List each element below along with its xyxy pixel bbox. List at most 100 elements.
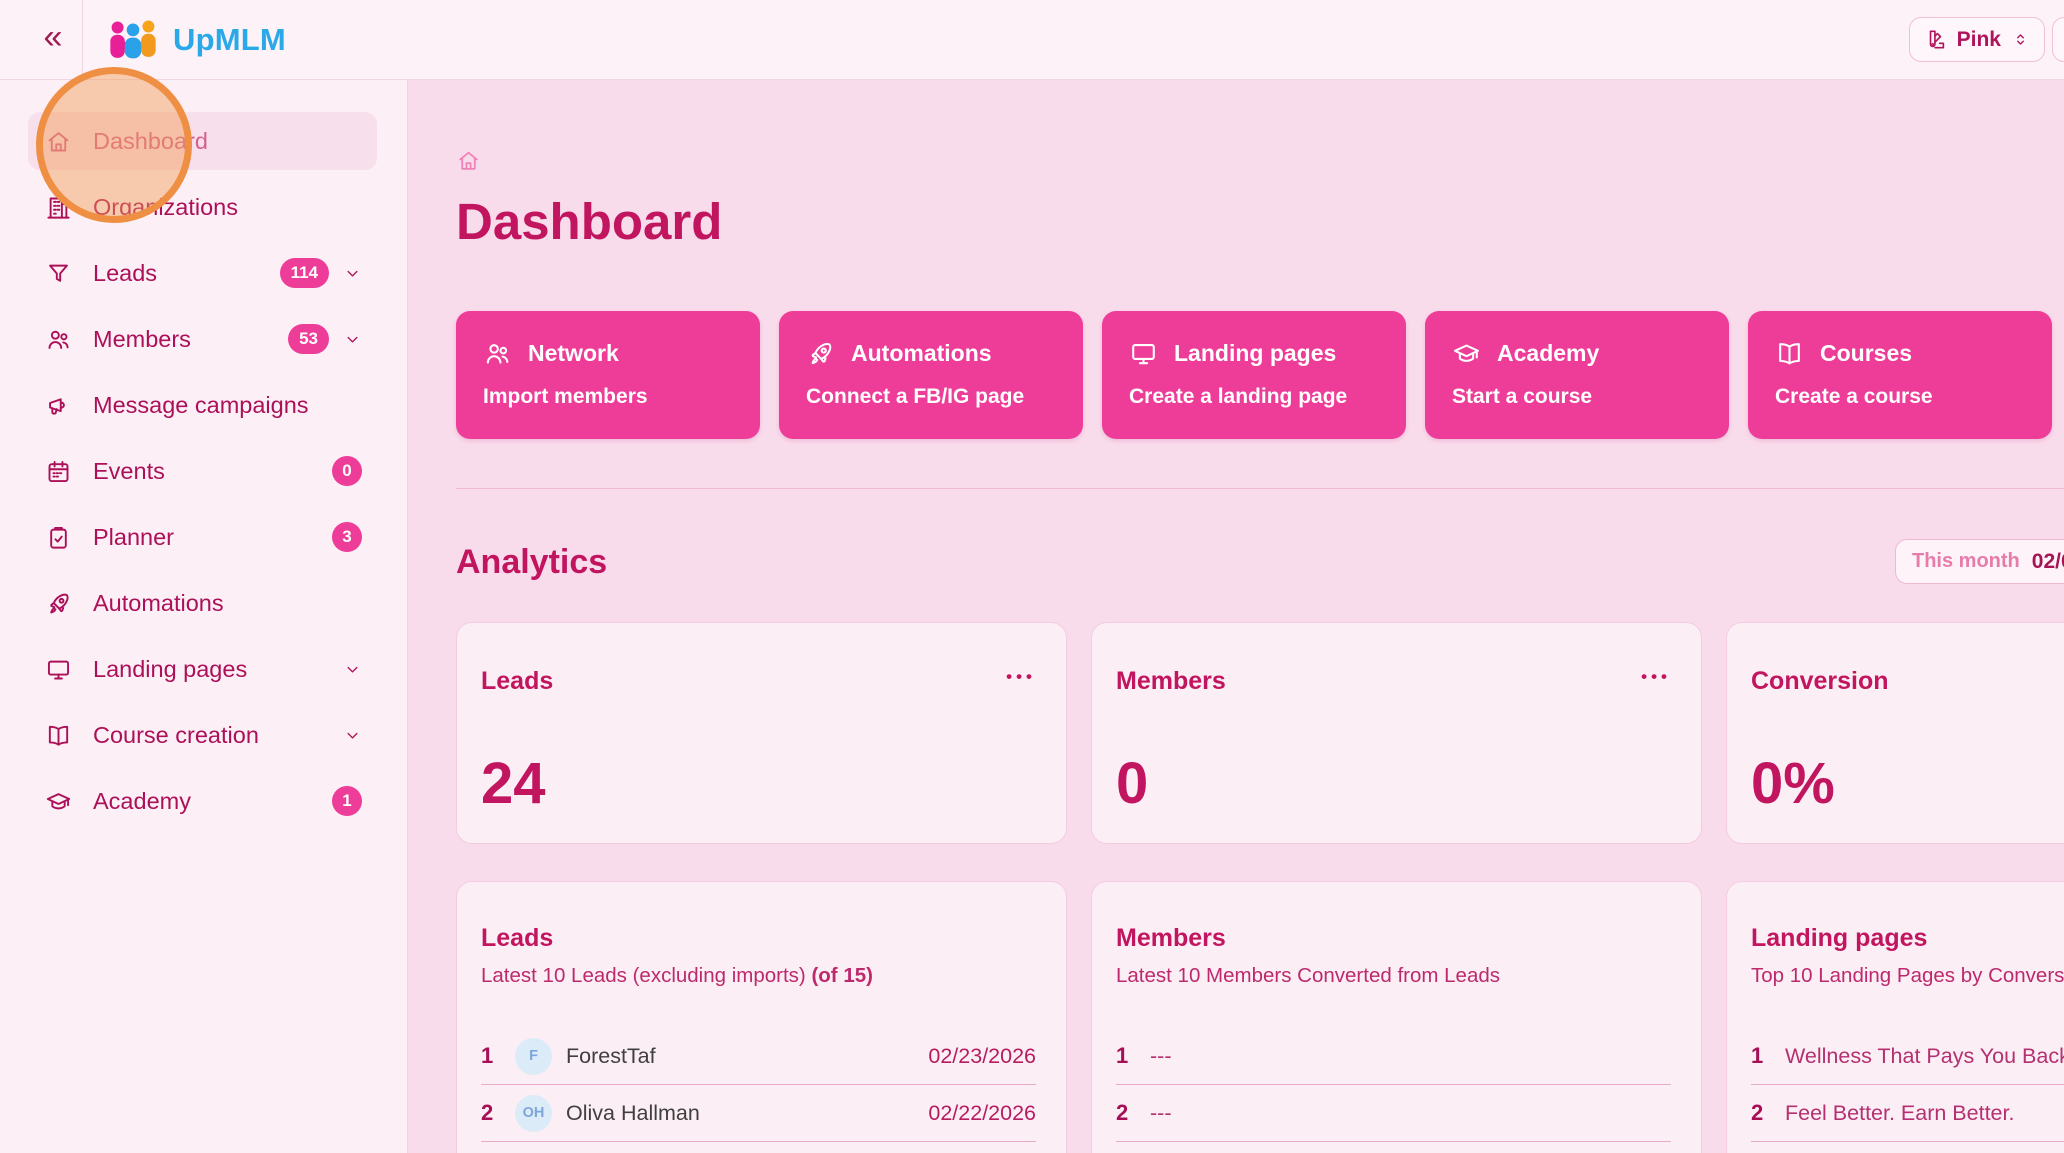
sidebar-item-members[interactable]: Members 53 xyxy=(28,310,377,368)
quick-action-automations[interactable]: Automations Connect a FB/IG page xyxy=(779,311,1083,439)
quick-action-title: Network xyxy=(528,339,619,366)
quick-action-title: Academy xyxy=(1497,339,1600,366)
sidebar-item-label: Academy xyxy=(93,787,191,814)
sidebar-item-label: Members xyxy=(93,325,191,352)
book-icon xyxy=(1775,339,1804,368)
list-item[interactable]: 2 OH Oliva Hallman 02/22/2026 xyxy=(481,1085,1036,1142)
list-subtitle: Latest 10 Members Converted from Leads xyxy=(1116,964,1500,987)
sidebar-item-academy[interactable]: Academy 1 xyxy=(28,772,377,830)
quick-action-network[interactable]: Network Import members xyxy=(456,311,760,439)
list-subtitle: Top 10 Landing Pages by Convers xyxy=(1751,964,2064,987)
rocket-icon xyxy=(45,590,72,617)
sidebar-item-label: Leads xyxy=(93,259,158,286)
ellipsis-menu-icon[interactable]: ••• xyxy=(1641,667,1671,686)
sidebar-item-label: Message campaigns xyxy=(93,391,309,418)
period-value: 02/0 xyxy=(2031,549,2064,573)
swatch-icon xyxy=(1924,28,1947,51)
chevron-down-icon[interactable] xyxy=(343,330,362,349)
row-number: 2 xyxy=(1116,1100,1129,1125)
list-card-members: Members Latest 10 Members Converted from … xyxy=(1091,881,1702,1153)
sidebar-item-message-campaigns[interactable]: Message campaigns xyxy=(28,376,377,434)
chevron-down-icon[interactable] xyxy=(343,264,362,283)
quick-actions-row: Network Import members Automations Connect … xyxy=(456,311,2064,439)
quick-action-subtitle: Create a course xyxy=(1775,385,1933,408)
quick-action-title: Courses xyxy=(1820,339,1913,366)
sidebar-item-landing-pages[interactable]: Landing pages xyxy=(28,640,377,698)
breadcrumb-home-icon[interactable] xyxy=(456,148,481,173)
building-icon xyxy=(45,194,72,221)
count-badge: 114 xyxy=(279,258,329,288)
sidebar-collapse-button[interactable]: « xyxy=(30,20,76,60)
chevron-down-icon[interactable] xyxy=(343,726,362,745)
row-name: Oliva Hallman xyxy=(566,1100,700,1125)
sidebar-item-label: Dashboard xyxy=(93,127,208,154)
brand-name: UpMLM xyxy=(173,21,286,57)
stat-card-members: Members ••• 0 xyxy=(1091,622,1702,844)
topbar-divider xyxy=(82,0,83,79)
row-date: 02/22/2026 xyxy=(928,1100,1036,1125)
quick-action-courses[interactable]: Courses Create a course xyxy=(1748,311,2052,439)
quick-action-academy[interactable]: Academy Start a course xyxy=(1425,311,1729,439)
quick-action-subtitle: Connect a FB/IG page xyxy=(806,385,1025,408)
row-number: 1 xyxy=(1116,1043,1129,1068)
count-badge: 0 xyxy=(332,456,362,486)
sidebar-item-leads[interactable]: Leads 114 xyxy=(28,244,377,302)
chevrons-up-down-icon xyxy=(2011,30,2030,49)
people-icon xyxy=(483,339,512,368)
topbar-clipped-button[interactable] xyxy=(2052,17,2064,62)
row-name: --- xyxy=(1150,1043,1172,1068)
sidebar-item-events[interactable]: Events 0 xyxy=(28,442,377,500)
sidebar-item-label: Planner xyxy=(93,523,174,550)
sidebar-item-label: Events xyxy=(93,457,165,484)
sidebar-item-dashboard[interactable]: Dashboard xyxy=(28,112,377,170)
theme-selector[interactable]: Pink xyxy=(1908,17,2045,62)
brand-logo[interactable]: UpMLM xyxy=(106,17,286,63)
upmlm-logo-icon xyxy=(106,17,160,63)
chevron-down-icon[interactable] xyxy=(343,660,362,679)
list-title: Members xyxy=(1116,924,1226,952)
monitor-icon xyxy=(1129,339,1158,368)
list-title: Landing pages xyxy=(1751,924,1928,952)
quick-action-subtitle: Create a landing page xyxy=(1129,385,1348,408)
topbar: « UpMLM Pink xyxy=(0,0,2064,80)
count-badge: 1 xyxy=(332,786,362,816)
period-selector[interactable]: This month 02/0 xyxy=(1895,539,2064,584)
megaphone-icon xyxy=(45,392,72,419)
graduation-icon xyxy=(45,788,72,815)
quick-action-title: Automations xyxy=(851,339,992,366)
row-number: 1 xyxy=(1751,1043,1764,1068)
section-divider xyxy=(456,488,2064,489)
row-number: 2 xyxy=(481,1100,494,1125)
row-number: 1 xyxy=(481,1043,494,1068)
stats-row: Leads ••• 24 Members ••• 0 Conversion 0% xyxy=(456,622,2064,844)
quick-action-landing-pages[interactable]: Landing pages Create a landing page xyxy=(1102,311,1406,439)
analytics-heading: Analytics xyxy=(456,543,608,581)
funnel-icon xyxy=(45,260,72,287)
list-card-landing-pages: Landing pages Top 10 Landing Pages by Con… xyxy=(1726,881,2064,1153)
topbar-right: Pink xyxy=(1908,17,2045,62)
list-item[interactable]: 2 --- xyxy=(1116,1085,1671,1142)
stat-title: Conversion xyxy=(1751,667,1889,695)
quick-action-title: Landing pages xyxy=(1174,339,1337,366)
ellipsis-menu-icon[interactable]: ••• xyxy=(1006,667,1036,686)
list-item[interactable]: 1 F ForestTaf 02/23/2026 xyxy=(481,1028,1036,1085)
quick-action-subtitle: Import members xyxy=(483,385,648,408)
sidebar-item-organizations[interactable]: Organizations xyxy=(28,178,377,236)
list-card-leads: Leads Latest 10 Leads (excluding imports)… xyxy=(456,881,1067,1153)
row-name: Feel Better. Earn Better. xyxy=(1785,1100,2015,1125)
sidebar-item-planner[interactable]: Planner 3 xyxy=(28,508,377,566)
sidebar: Dashboard Organizations Leads 114 Members 53 M… xyxy=(0,80,408,1153)
list-item[interactable]: 2 Feel Better. Earn Better. xyxy=(1751,1085,2064,1142)
count-badge: 3 xyxy=(332,522,362,552)
home-icon xyxy=(45,128,72,155)
count-badge: 53 xyxy=(288,324,329,354)
main-content: Dashboard Network Import members Automatio… xyxy=(408,80,2064,1153)
stat-value: 0 xyxy=(1116,751,1149,816)
sidebar-item-automations[interactable]: Automations xyxy=(28,574,377,632)
sidebar-item-label: Course creation xyxy=(93,721,259,748)
list-item[interactable]: 1 --- xyxy=(1116,1028,1671,1085)
sidebar-item-course-creation[interactable]: Course creation xyxy=(28,706,377,764)
sidebar-item-label: Organizations xyxy=(93,193,238,220)
list-item[interactable]: 1 Wellness That Pays You Back xyxy=(1751,1028,2064,1085)
row-name: Wellness That Pays You Back xyxy=(1785,1043,2064,1068)
